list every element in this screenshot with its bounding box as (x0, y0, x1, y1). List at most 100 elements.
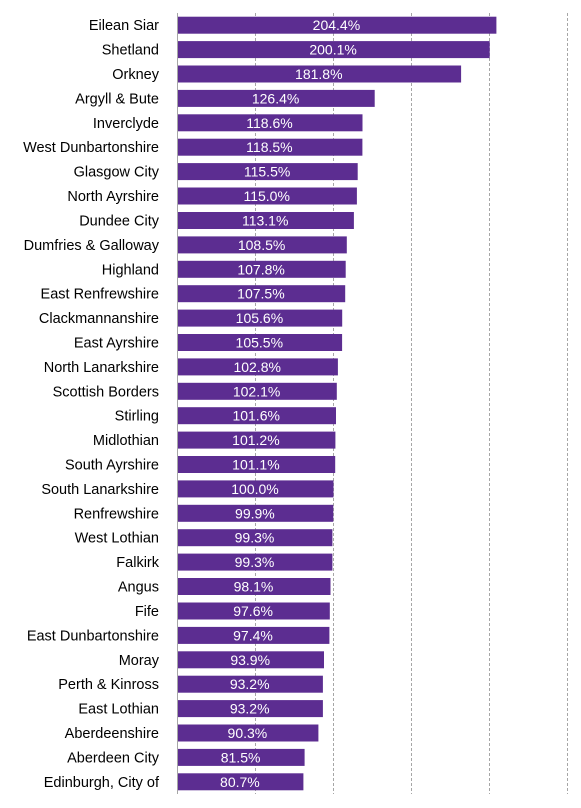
value-label: 108.5% (238, 237, 285, 253)
category-label: North Ayrshire (67, 189, 159, 205)
bars (177, 16, 497, 791)
bar (177, 773, 304, 791)
bar (177, 260, 346, 278)
category-label: Aberdeen City (67, 750, 160, 766)
value-label: 101.2% (232, 432, 279, 448)
bar (177, 626, 330, 644)
category-label: Aberdeenshire (65, 726, 159, 742)
category-label: Renfrewshire (74, 506, 159, 522)
bar (177, 529, 333, 547)
bar (177, 431, 336, 449)
value-label: 80.7% (220, 774, 260, 790)
category-label: Shetland (102, 43, 159, 59)
bar (177, 309, 343, 327)
bar (177, 138, 363, 156)
value-label: 97.6% (233, 603, 273, 619)
category-label: Argyll & Bute (75, 91, 159, 107)
category-label: East Renfrewshire (41, 287, 159, 303)
bar (177, 382, 337, 400)
bar (177, 16, 497, 34)
category-label: Highland (102, 262, 159, 278)
bar (177, 334, 343, 351)
value-label: 107.8% (237, 261, 284, 277)
value-label: 115.0% (243, 188, 289, 204)
value-label: 102.1% (233, 383, 280, 399)
bar (177, 407, 336, 425)
value-label: 98.1% (234, 579, 274, 595)
bar (177, 89, 375, 107)
bar (177, 65, 462, 83)
bar (177, 700, 323, 718)
value-label: 99.3% (235, 554, 275, 570)
bar (177, 748, 305, 766)
category-label: Glasgow City (74, 165, 160, 181)
value-label: 101.1% (232, 457, 279, 473)
category-labels: Eilean Siar Shetland Orkney Argyll & Bute In… (23, 18, 160, 791)
value-label: 93.2% (230, 676, 270, 692)
value-label: 97.4% (233, 627, 273, 643)
bar (177, 236, 347, 254)
category-label: Angus (118, 580, 159, 596)
value-label: 100.0% (231, 481, 278, 497)
bar (177, 675, 323, 693)
value-label: 99.9% (235, 505, 275, 521)
value-label: 102.8% (233, 359, 280, 375)
bar (177, 504, 334, 522)
value-label: 204.4% (313, 17, 360, 33)
category-label: Falkirk (116, 555, 159, 571)
value-label: 126.4% (252, 90, 299, 106)
value-label: 107.5% (237, 286, 284, 302)
value-label: 115.5% (244, 164, 290, 180)
bar (177, 285, 346, 303)
bar (177, 212, 354, 229)
category-label: Edinburgh, City of (44, 775, 160, 791)
value-label: 101.6% (232, 408, 279, 424)
value-label: 81.5% (221, 749, 261, 765)
category-label: South Ayrshire (65, 458, 159, 474)
value-label: 93.2% (230, 701, 270, 717)
value-label: 118.5% (246, 139, 292, 155)
value-label: 118.6% (246, 115, 292, 131)
bar (177, 553, 333, 571)
bar (177, 456, 336, 473)
category-label: Moray (119, 653, 160, 669)
bar (177, 578, 331, 595)
bar (177, 724, 319, 742)
value-label: 90.3% (228, 725, 268, 741)
value-label: 200.1% (309, 42, 356, 58)
category-label: North Lanarkshire (44, 360, 159, 376)
category-label: West Dunbartonshire (23, 140, 159, 156)
value-label: 105.6% (236, 310, 283, 326)
bar (177, 651, 324, 669)
category-label: Eilean Siar (89, 18, 159, 34)
bar (177, 187, 357, 205)
bar (177, 358, 338, 376)
category-label: Inverclyde (93, 116, 159, 132)
category-label: Perth & Kinross (58, 677, 159, 693)
category-label: East Ayrshire (74, 336, 159, 352)
category-label: Fife (135, 604, 159, 620)
category-label: West Lothian (75, 531, 159, 547)
bar (177, 163, 358, 181)
bar (177, 602, 330, 620)
bar (177, 114, 363, 132)
category-label: Stirling (115, 409, 159, 425)
category-label: Midlothian (93, 433, 159, 449)
category-label: East Dunbartonshire (27, 628, 159, 644)
value-labels: 204.4% 200.1% 181.8% 126.4% 118.6% 118.5% 115.… (220, 17, 360, 790)
bar (177, 41, 490, 59)
value-label: 93.9% (230, 652, 270, 668)
category-label: Clackmannanshire (39, 311, 159, 327)
category-label: Dundee City (79, 214, 160, 230)
category-label: Orkney (112, 67, 159, 83)
value-label: 105.5% (236, 335, 283, 351)
value-label: 113.1% (242, 213, 288, 229)
value-label: 181.8% (295, 66, 342, 82)
category-label: Dumfries & Galloway (24, 238, 160, 254)
category-label: South Lanarkshire (41, 482, 159, 498)
bar (177, 480, 334, 498)
category-label: East Lothian (78, 702, 159, 718)
value-label: 99.3% (235, 530, 275, 546)
category-label: Scottish Borders (53, 384, 159, 400)
